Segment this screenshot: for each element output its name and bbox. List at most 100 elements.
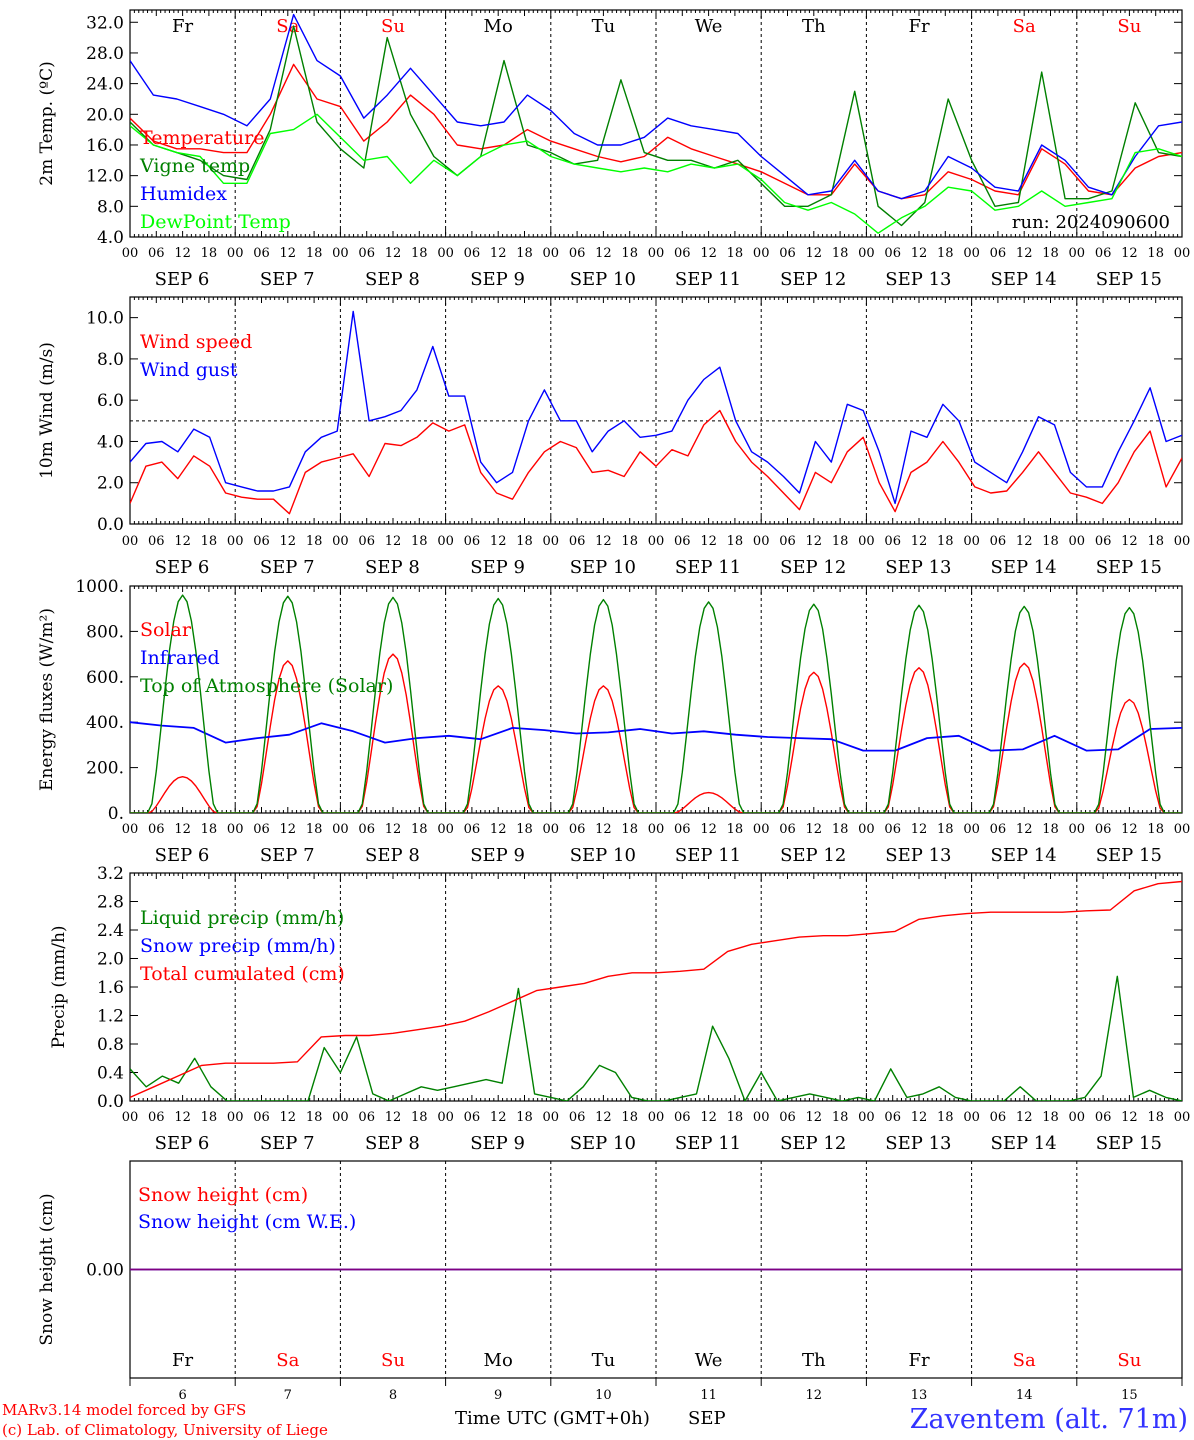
hour-tick-label: 06 — [464, 246, 481, 261]
hour-tick-label: 00 — [543, 1110, 560, 1125]
y-tick-label: 32.0 — [86, 13, 124, 33]
day-number: 9 — [494, 1388, 502, 1403]
date-label: SEP 10 — [570, 1133, 636, 1154]
legend-entry: Top of Atmosphere (Solar) — [140, 675, 393, 697]
hour-tick-label: 12 — [490, 1110, 507, 1125]
y-tick-label: 1.6 — [97, 978, 124, 998]
hour-tick-label: 00 — [227, 822, 244, 837]
hour-tick-label: 18 — [1147, 1110, 1164, 1125]
date-label: SEP 14 — [990, 557, 1056, 578]
hour-tick-label: 06 — [253, 534, 270, 549]
hour-tick-label: 12 — [595, 822, 612, 837]
hour-tick-label: 18 — [411, 1110, 428, 1125]
y-tick-label: 4.0 — [97, 228, 124, 248]
hour-tick-label: 06 — [779, 534, 796, 549]
hour-tick-label: 06 — [148, 534, 165, 549]
hour-tick-label: 06 — [1095, 534, 1112, 549]
date-label: SEP 7 — [260, 1133, 315, 1154]
date-label: SEP 9 — [470, 557, 525, 578]
hour-tick-label: 18 — [1042, 1110, 1059, 1125]
date-label: SEP 9 — [470, 1133, 525, 1154]
series-wind-speed — [130, 409, 1182, 515]
hour-tick-label: 00 — [858, 246, 875, 261]
legend-entry: Vigne temp — [139, 155, 250, 177]
hour-tick-label: 06 — [1095, 822, 1112, 837]
hour-tick-label: 12 — [595, 246, 612, 261]
hour-tick-label: 18 — [621, 1110, 638, 1125]
y-tick-label: 28.0 — [86, 44, 124, 64]
y-tick-label: 2.4 — [97, 921, 124, 941]
hour-tick-label: 00 — [332, 534, 349, 549]
weekday-label: Fr — [908, 16, 929, 37]
hour-tick-label: 06 — [779, 246, 796, 261]
legend-entry: Snow height (cm) — [138, 1184, 308, 1206]
hour-tick-label: 12 — [490, 822, 507, 837]
hour-tick-label: 00 — [753, 246, 770, 261]
hour-tick-label: 18 — [727, 246, 744, 261]
hour-tick-label: 18 — [1147, 246, 1164, 261]
y-tick-label: 12.0 — [86, 167, 124, 187]
hour-tick-label: 18 — [1042, 822, 1059, 837]
date-label: SEP 8 — [365, 845, 420, 866]
legend-entry: Liquid precip (mm/h) — [140, 907, 344, 929]
hour-tick-label: 12 — [490, 246, 507, 261]
hour-tick-label: 00 — [1069, 246, 1086, 261]
date-label: SEP 11 — [675, 269, 741, 290]
hour-tick-label: 18 — [832, 246, 849, 261]
date-label: SEP 11 — [675, 557, 741, 578]
weekday-label: Mo — [484, 1350, 513, 1371]
y-tick-label: 0.00 — [86, 1261, 124, 1281]
series-wind-gust — [130, 310, 1182, 505]
model-credit: MARv3.14 model forced by GFS — [2, 1401, 246, 1419]
hour-tick-label: 12 — [1016, 822, 1033, 837]
date-label: SEP 14 — [990, 1133, 1056, 1154]
day-number: 10 — [595, 1388, 612, 1403]
day-number: 15 — [1121, 1388, 1138, 1403]
hour-tick-label: 06 — [253, 246, 270, 261]
hour-tick-label: 18 — [201, 534, 218, 549]
series-top-of-atmosphere-solar — [130, 594, 1182, 813]
weekday-label: Su — [1117, 16, 1141, 37]
hour-tick-label: 18 — [201, 1110, 218, 1125]
hour-tick-label: 18 — [621, 246, 638, 261]
y-tick-label: 0.0 — [97, 515, 124, 535]
hour-tick-label: 06 — [990, 1110, 1007, 1125]
series-group — [130, 880, 1182, 1101]
hour-tick-label: 06 — [148, 822, 165, 837]
y-tick-label: 0.0 — [97, 1092, 124, 1112]
date-label: SEP 15 — [1096, 557, 1162, 578]
y-axis-title: 10m Wind (m/s) — [37, 342, 57, 479]
hour-tick-label: 12 — [280, 822, 297, 837]
hour-tick-label: 12 — [700, 1110, 717, 1125]
series-group — [130, 594, 1182, 813]
hour-tick-label: 00 — [753, 822, 770, 837]
hour-tick-label: 18 — [306, 1110, 323, 1125]
hour-tick-label: 00 — [332, 1110, 349, 1125]
hour-tick-label: 06 — [990, 822, 1007, 837]
date-label: SEP 10 — [570, 557, 636, 578]
date-label: SEP 9 — [470, 845, 525, 866]
date-label: SEP 11 — [675, 845, 741, 866]
hour-tick-label: 00 — [122, 822, 139, 837]
hour-tick-label: 06 — [358, 822, 375, 837]
hour-tick-label: 12 — [911, 246, 928, 261]
day-number: 11 — [700, 1388, 717, 1403]
hour-tick-label: 00 — [227, 1110, 244, 1125]
weekday-label: Sa — [276, 16, 299, 37]
hour-tick-label: 06 — [464, 534, 481, 549]
hour-tick-label: 06 — [148, 246, 165, 261]
hour-tick-label: 12 — [1121, 246, 1138, 261]
hour-tick-label: 00 — [227, 246, 244, 261]
hour-tick-label: 00 — [1174, 1110, 1191, 1125]
y-tick-label: 8.0 — [97, 350, 124, 370]
hour-tick-label: 12 — [385, 822, 402, 837]
date-label: SEP 7 — [260, 557, 315, 578]
hour-tick-label: 18 — [411, 534, 428, 549]
hour-tick-label: 18 — [832, 1110, 849, 1125]
y-tick-label: 10.0 — [86, 309, 124, 329]
y-tick-label: 800. — [86, 622, 124, 642]
date-label: SEP 7 — [260, 845, 315, 866]
date-label: SEP 11 — [675, 1133, 741, 1154]
y-tick-label: 0. — [108, 804, 124, 824]
y-tick-label: 2.8 — [97, 893, 124, 913]
